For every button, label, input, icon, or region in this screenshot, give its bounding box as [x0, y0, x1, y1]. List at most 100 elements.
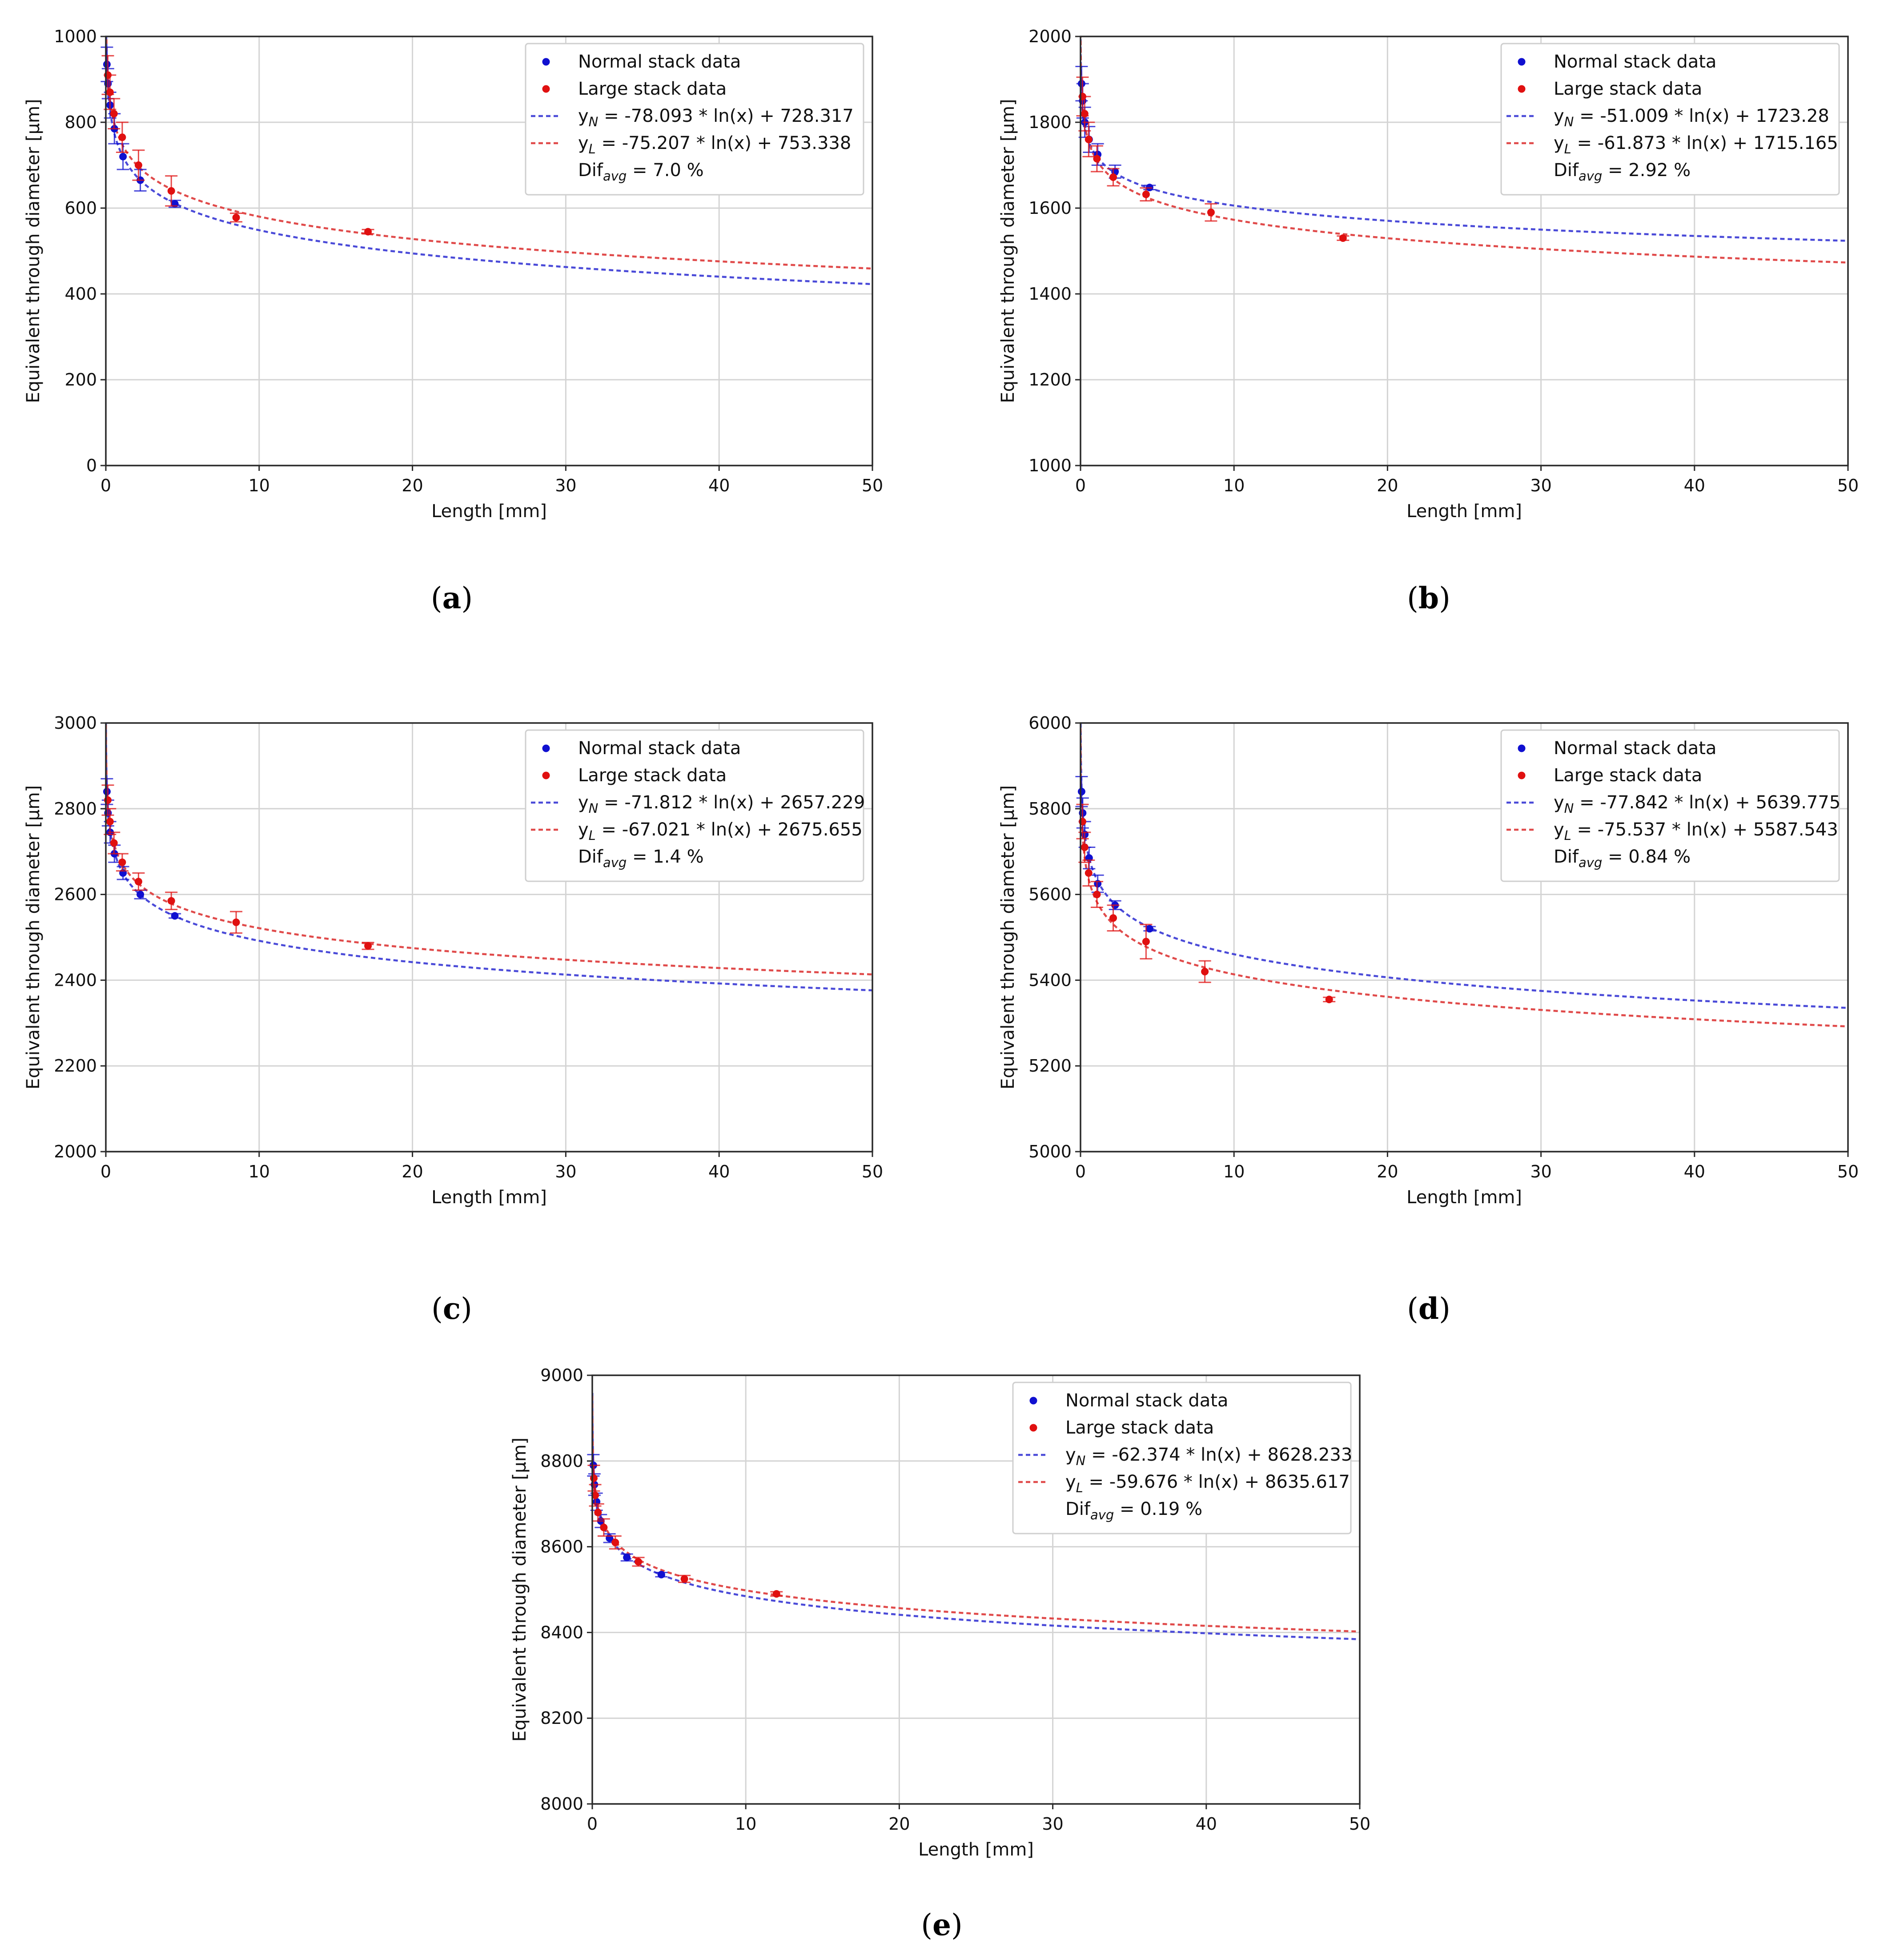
x-tick-label: 10	[735, 1814, 756, 1834]
legend-y-letter: y	[578, 792, 589, 813]
panel-caption-c: (c)	[431, 1291, 472, 1326]
y-tick-label: 5600	[1028, 885, 1072, 904]
x-tick-label: 50	[862, 476, 883, 495]
fit-curve-fit_N	[1081, 39, 1848, 242]
x-tick-label: 30	[555, 476, 576, 495]
legend-equation-rhs: = -61.873 * ln(x) + 1715.165	[1571, 133, 1838, 153]
y-axis-label: Equivalent through diameter [μm]	[998, 99, 1018, 403]
data-point-large	[680, 1575, 688, 1583]
plot-frame	[591, 1374, 1361, 1805]
legend-subscript: N	[1564, 801, 1574, 816]
legend-dif-value: = 0.84 %	[1602, 847, 1691, 867]
y-tick-label: 600	[64, 198, 97, 218]
legend-normal-label: Normal stack data	[1554, 52, 1716, 72]
data-point-large	[594, 1508, 602, 1516]
legend-dif-value: = 2.92 %	[1602, 160, 1691, 181]
x-axis-label: Length [mm]	[1406, 1187, 1522, 1208]
caption-letter: b	[1418, 581, 1439, 615]
data-point-large	[364, 942, 372, 950]
y-axis-label: Equivalent through diameter [μm]	[23, 785, 44, 1089]
legend-large-label: Large stack data	[1554, 79, 1702, 99]
y-tick-label: 2000	[1028, 27, 1072, 46]
legend-dif-avg: Difavg = 0.84 %	[1554, 847, 1691, 870]
data-point-normal	[119, 153, 127, 161]
legend-normal-label: Normal stack data	[1065, 1390, 1228, 1411]
x-tick-label: 30	[1530, 476, 1551, 495]
legend-marker-large	[542, 771, 550, 779]
caption-paren-close: )	[1439, 1292, 1450, 1326]
legend-equation-rhs: = -75.537 * ln(x) + 5587.543	[1571, 819, 1838, 840]
legend-normal-label: Normal stack data	[578, 738, 741, 759]
legend-large-label: Large stack data	[1065, 1418, 1214, 1438]
legend-marker-normal	[1518, 744, 1526, 752]
y-tick-label: 8400	[540, 1623, 583, 1642]
legend-subscript: N	[1076, 1453, 1086, 1468]
data-point-large	[232, 918, 240, 926]
data-point-large	[1093, 891, 1101, 899]
data-point-large	[1093, 155, 1101, 163]
caption-paren-close: )	[951, 1908, 963, 1942]
data-point-large	[1081, 110, 1089, 118]
data-point-large	[591, 1491, 599, 1499]
legend-dif-prefix: Dif	[578, 160, 603, 181]
chart-panel-e: 0 10 20 30 40 50 8000 8200 8400 8600 8800 9000 Lengt…	[510, 1366, 1370, 1860]
y-axis-label: Equivalent through diameter [μm]	[998, 785, 1018, 1089]
chart-panel-a: 0 10 20 30 40 50 0 200 400 600 800 1000 Length [mm] E…	[23, 27, 883, 522]
legend-y-letter: y	[1554, 106, 1564, 126]
x-tick-label: 20	[888, 1814, 910, 1834]
legend-y-letter: y	[1554, 133, 1564, 153]
x-tick-label: 50	[1837, 1162, 1859, 1181]
fit-curve-fit_L	[1081, 36, 1848, 264]
data-point-large	[1142, 938, 1150, 946]
legend-y-letter: y	[578, 133, 589, 153]
x-axis-label: Length [mm]	[1406, 501, 1522, 522]
x-tick-label: 50	[1349, 1814, 1370, 1834]
plot-frame	[105, 722, 873, 1153]
legend-y-letter: y	[578, 106, 589, 126]
caption-letter: d	[1418, 1291, 1439, 1326]
legend-subscript: avg	[1090, 1507, 1114, 1522]
x-tick-label: 40	[1196, 1814, 1217, 1834]
data-point-large	[134, 878, 142, 886]
fit-curve-fit_N	[1081, 723, 1848, 1009]
legend-large-label: Large stack data	[1554, 765, 1702, 786]
data-point-normal	[1077, 787, 1085, 795]
data-point-large	[590, 1474, 598, 1482]
legend-dif-value: = 0.19 %	[1114, 1499, 1202, 1519]
legend-dif-prefix: Dif	[1065, 1499, 1091, 1519]
data-point-large	[1081, 843, 1089, 851]
y-tick-label: 1800	[1028, 112, 1072, 132]
fit-curve-fit_N	[592, 1393, 1360, 1640]
chart-panel-b: 0 10 20 30 40 50 1000 1200 1400 1600 1800 2000 Lengt…	[998, 27, 1859, 522]
caption-letter: e	[932, 1908, 951, 1942]
y-tick-label: 1000	[54, 27, 97, 46]
y-tick-label: 200	[64, 370, 97, 390]
data-point-large	[1201, 968, 1209, 976]
data-point-normal	[171, 912, 179, 920]
data-point-normal	[137, 891, 145, 899]
y-tick-label: 1400	[1028, 284, 1072, 304]
x-tick-label: 30	[555, 1162, 576, 1181]
x-tick-label: 20	[402, 476, 423, 495]
legend-equation-rhs: = -78.093 * ln(x) + 728.317	[598, 106, 853, 126]
plot-frame	[1080, 722, 1849, 1153]
legend-fit-large-equation: yL = -61.873 * ln(x) + 1715.165	[1554, 133, 1838, 157]
data-point-large	[364, 228, 372, 236]
legend-marker-large	[542, 85, 550, 93]
x-tick-label: 10	[1223, 476, 1245, 495]
data-point-large	[1085, 869, 1093, 877]
legend-subscript: avg	[1579, 855, 1602, 870]
y-tick-label: 400	[64, 284, 97, 304]
y-tick-label: 2200	[54, 1056, 97, 1076]
legend-fit-normal-equation: yN = -77.842 * ln(x) + 5639.775	[1554, 792, 1840, 816]
y-tick-label: 8200	[540, 1708, 583, 1728]
legend-box	[1500, 729, 1840, 882]
legend-y-letter: y	[1554, 819, 1564, 840]
legend-y-letter: y	[578, 819, 589, 840]
data-point-normal	[657, 1570, 665, 1578]
legend-subscript: avg	[603, 169, 627, 184]
x-tick-label: 0	[1075, 476, 1086, 495]
legend-large-label: Large stack data	[578, 765, 727, 786]
legend-equation-rhs: = -62.374 * ln(x) + 8628.233	[1085, 1445, 1352, 1465]
